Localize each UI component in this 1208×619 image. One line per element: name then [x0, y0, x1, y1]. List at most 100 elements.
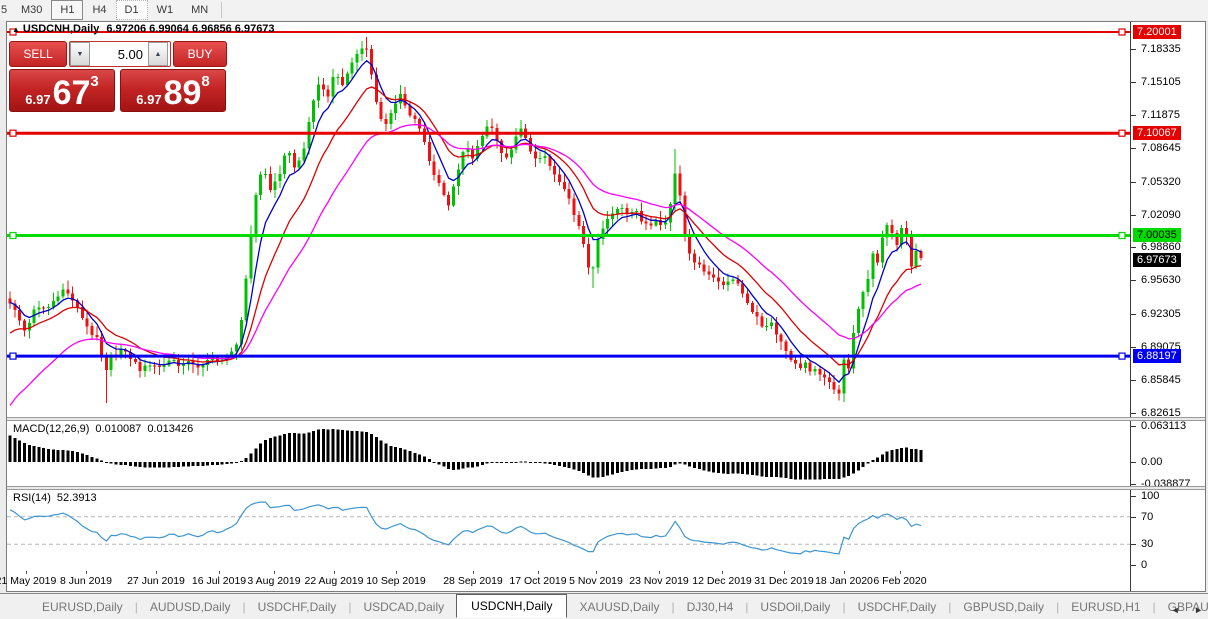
date-tick-label: 10 Sep 2019: [366, 575, 426, 587]
volume-increase-button[interactable]: ▲: [148, 42, 168, 66]
chart-tabs: EURUSD,Daily | AUDUSD,Daily | USDCHF,Daily | U…: [30, 593, 1208, 618]
buy-button[interactable]: BUY: [173, 41, 227, 67]
axis-tick-mark: [1131, 347, 1136, 349]
axis-tick-mark: [1131, 114, 1136, 116]
tab-separator: |: [1056, 599, 1060, 614]
date-tick-label: 23 Nov 2019: [629, 575, 689, 587]
tab-separator: |: [1152, 599, 1156, 614]
time-axis-tick-mark: [784, 571, 785, 574]
rsi-indicator-panel: RSI(14) 52.3913: [7, 490, 1130, 571]
time-axis[interactable]: 21 May 2019 8 Jun 2019 27 Jun 2019 16 Jul 2…: [0, 571, 1130, 591]
chart-tab-xauusd-daily[interactable]: XAUUSD,Daily: [579, 599, 660, 614]
timeframe-button-h4[interactable]: H4: [83, 0, 115, 20]
sell-button[interactable]: SELL: [9, 41, 67, 67]
rsi-scale-label: 0: [1141, 559, 1148, 571]
buy-price-display[interactable]: 6.97 89 8: [120, 69, 226, 112]
date-tick-label: 21 May 2019: [0, 575, 57, 587]
line-anchor-marker[interactable]: [9, 231, 17, 240]
line-anchor-marker[interactable]: [1118, 28, 1126, 36]
line-anchor-marker[interactable]: [1118, 231, 1126, 240]
chart-tab-eurusd-h1[interactable]: EURUSD,H1: [1071, 599, 1141, 614]
chart-tab-audusd-daily[interactable]: AUDUSD,Daily: [149, 599, 231, 614]
chart-tab-gbpaud-h1[interactable]: GBPAUD,H1: [1167, 599, 1208, 614]
timeframe-button-mn[interactable]: MN: [182, 0, 217, 20]
chart-tab-usdchf-daily[interactable]: USDCHF,Daily: [857, 599, 937, 614]
time-axis-tick-mark: [26, 571, 27, 574]
chart-tab-dj30-h4[interactable]: DJ30,H4: [686, 599, 734, 614]
chart-expand-icon[interactable]: ▲: [12, 25, 20, 34]
price-tick-label: 6.92305: [1141, 308, 1181, 321]
axis-tick-mark: [1131, 484, 1136, 486]
price-axis[interactable]: 7.18335 7.15105 7.11875 7.08645 7.05320 7.020…: [1130, 22, 1205, 591]
time-axis-tick-mark: [844, 571, 845, 574]
macd-indicator-panel: MACD(12,26,9) 0.010087 0.013426: [7, 421, 1130, 486]
chart-tab-usdoil-daily[interactable]: USDOil,Daily: [760, 599, 831, 614]
chart-tab-usdcad-daily[interactable]: USDCAD,Daily: [363, 599, 445, 614]
date-tick-label: 18 Jan 2020: [815, 575, 873, 587]
macd-indicator-label: MACD(12,26,9) 0.010087 0.013426: [13, 423, 199, 435]
volume-decrease-button[interactable]: ▼: [70, 42, 90, 66]
price-tick-label: 6.98860: [1141, 241, 1181, 254]
timeframe-toolbar: 5 M30 H1 H4 D1 W1 MN: [0, 0, 1208, 20]
moving-average-line-28: [9, 123, 922, 406]
price-tick-label: 7.11875: [1141, 108, 1180, 121]
volume-input[interactable]: [90, 42, 148, 66]
sell-price-display[interactable]: 6.97 67 3: [9, 69, 115, 112]
axis-tick-mark: [1131, 462, 1136, 463]
axis-tick-mark: [1131, 544, 1136, 546]
time-axis-tick-mark: [900, 571, 901, 574]
time-axis-tick-mark: [219, 571, 220, 574]
timeframe-button-w1[interactable]: W1: [148, 0, 183, 20]
macd-chart: [8, 429, 923, 480]
level-price-label: 7.00035: [1133, 228, 1181, 243]
sell-price-prefix: 6.97: [25, 92, 51, 107]
moving-average-line-6: [9, 59, 922, 384]
line-anchor-marker[interactable]: [9, 28, 17, 36]
timeframe-button-d1[interactable]: D1: [115, 0, 148, 20]
tab-separator: |: [242, 599, 246, 614]
date-tick-label: 22 Aug 2019: [304, 575, 364, 587]
chart-tab-eurusd-daily[interactable]: EURUSD,Daily: [42, 599, 123, 614]
date-tick-label: 31 Dec 2019: [754, 575, 814, 587]
axis-tick-mark: [1131, 81, 1136, 83]
axis-tick-mark: [1131, 181, 1136, 183]
panel-splitter[interactable]: [7, 417, 1205, 421]
timeframe-button-5[interactable]: 5: [0, 0, 12, 20]
trade-prices-row: 6.97 67 3 6.97 89 8: [9, 69, 227, 112]
buy-price-big-digits: 89: [163, 74, 202, 112]
chart-ohlc-values: 6.97206 6.99064 6.96856 6.97673: [106, 23, 275, 35]
axis-tick-mark: [1131, 380, 1136, 382]
candlestick-chart: [7, 28, 1130, 406]
chart-tab-gbpusd-daily[interactable]: GBPUSD,Daily: [963, 599, 1045, 614]
current-price-label: 6.97673: [1133, 252, 1181, 267]
date-tick-label: 3 Aug 2019: [247, 575, 301, 587]
timeframe-button-m30[interactable]: M30: [12, 0, 51, 20]
chart-tab-usdcnh-daily[interactable]: USDCNH,Daily: [456, 593, 568, 618]
line-anchor-marker[interactable]: [9, 129, 17, 137]
macd-histogram: [8, 429, 923, 480]
line-anchor-marker[interactable]: [1118, 352, 1126, 360]
tab-separator: |: [842, 599, 846, 614]
rsi-name: RSI(14): [13, 492, 51, 504]
axis-tick-mark: [1131, 516, 1136, 518]
panel-splitter[interactable]: [7, 486, 1205, 490]
price-tick-label: 6.82615: [1141, 406, 1181, 419]
macd-scale-label: 0.00: [1141, 456, 1163, 468]
rsi-scale-label: 30: [1141, 538, 1154, 551]
chart-tab-usdchf-daily[interactable]: USDCHF,Daily: [257, 599, 337, 614]
date-tick-label: 8 Jun 2019: [60, 575, 112, 587]
line-anchor-marker[interactable]: [9, 352, 17, 360]
timeframe-button-h1[interactable]: H1: [51, 0, 84, 20]
buy-price-pip-digit: 8: [201, 73, 210, 90]
tab-separator: |: [348, 599, 352, 614]
tabs-scroll-left-icon[interactable]: ◄: [1170, 605, 1180, 615]
macd-scale-label: 0.063113: [1141, 420, 1187, 433]
axis-tick-mark: [1131, 496, 1136, 497]
line-anchor-marker[interactable]: [1118, 129, 1126, 137]
tabs-scroll-right-icon[interactable]: ►: [1194, 605, 1203, 615]
axis-tick-mark: [1131, 412, 1136, 414]
macd-main-value: 0.010087: [95, 423, 142, 435]
toolbar-separator: [221, 2, 223, 18]
time-axis-tick-mark: [86, 571, 87, 574]
price-tick-label: 7.02090: [1141, 208, 1181, 221]
